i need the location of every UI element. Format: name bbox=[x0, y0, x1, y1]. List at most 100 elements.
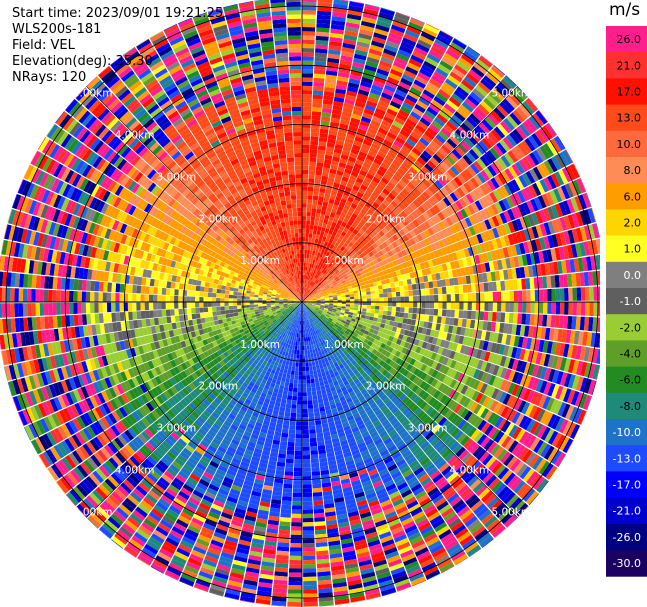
velocity-gate bbox=[361, 265, 368, 271]
velocity-gate bbox=[305, 293, 309, 297]
velocity-gate bbox=[302, 387, 307, 393]
velocity-gate bbox=[424, 110, 436, 120]
velocity-gate bbox=[305, 275, 308, 280]
velocity-gate bbox=[331, 291, 337, 294]
velocity-gate bbox=[447, 253, 454, 262]
velocity-gate bbox=[395, 306, 401, 312]
velocity-gate bbox=[326, 287, 331, 291]
velocity-gate bbox=[302, 375, 307, 380]
velocity-gate bbox=[285, 378, 290, 383]
velocity-gate bbox=[320, 249, 325, 254]
velocity-gate bbox=[523, 215, 532, 228]
velocity-gate bbox=[324, 154, 333, 161]
velocity-gate bbox=[502, 98, 515, 112]
velocity-gate bbox=[385, 170, 394, 178]
velocity-gate bbox=[395, 182, 404, 191]
velocity-gate bbox=[378, 271, 384, 277]
velocity-gate bbox=[282, 487, 293, 493]
velocity-gate bbox=[310, 293, 315, 297]
velocity-gate bbox=[461, 101, 474, 113]
velocity-gate bbox=[401, 145, 412, 154]
velocity-gate bbox=[400, 302, 405, 307]
velocity-gate bbox=[366, 56, 380, 65]
velocity-gate bbox=[405, 94, 418, 104]
velocity-gate bbox=[463, 302, 468, 310]
velocity-gate bbox=[361, 256, 367, 262]
velocity-gate bbox=[424, 130, 435, 140]
velocity-gate bbox=[311, 466, 320, 472]
velocity-gate bbox=[391, 271, 398, 278]
velocity-gate bbox=[517, 313, 523, 325]
velocity-gate bbox=[541, 125, 554, 140]
velocity-gate bbox=[364, 253, 371, 260]
velocity-gate bbox=[294, 463, 302, 468]
velocity-gate bbox=[377, 64, 391, 73]
velocity-gate bbox=[277, 542, 290, 548]
velocity-gate bbox=[333, 298, 338, 301]
velocity-gate bbox=[329, 264, 335, 270]
velocity-gate bbox=[525, 170, 536, 184]
velocity-gate bbox=[343, 287, 349, 291]
velocity-gate bbox=[371, 264, 377, 271]
velocity-gate bbox=[378, 165, 388, 174]
velocity-gate bbox=[295, 358, 299, 363]
velocity-gate bbox=[342, 282, 347, 287]
velocity-gate bbox=[403, 207, 411, 216]
velocity-gate bbox=[419, 68, 433, 78]
velocity-gate bbox=[302, 296, 305, 301]
velocity-gate bbox=[398, 236, 406, 244]
velocity-gate bbox=[326, 289, 332, 293]
velocity-gate bbox=[396, 85, 409, 94]
velocity-gate bbox=[409, 17, 425, 28]
velocity-gate bbox=[454, 285, 460, 294]
velocity-gate bbox=[302, 207, 307, 212]
velocity-gate bbox=[307, 404, 314, 409]
velocity-gate bbox=[342, 253, 348, 259]
velocity-gate bbox=[302, 404, 308, 409]
velocity-gate bbox=[463, 293, 468, 302]
velocity-gate bbox=[329, 277, 335, 281]
velocity-gate bbox=[288, 433, 296, 439]
velocity-gate bbox=[320, 278, 325, 283]
velocity-gate bbox=[348, 247, 354, 253]
velocity-gate bbox=[331, 240, 337, 246]
velocity-gate bbox=[469, 191, 478, 202]
velocity-gate bbox=[325, 237, 330, 243]
velocity-gate bbox=[488, 91, 502, 104]
velocity-gate bbox=[449, 135, 461, 146]
velocity-gate bbox=[371, 249, 378, 255]
velocity-gate bbox=[422, 150, 432, 160]
velocity-gate bbox=[325, 189, 332, 195]
velocity-gate bbox=[307, 241, 312, 247]
velocity-gate bbox=[479, 184, 489, 196]
velocity-gate bbox=[323, 275, 328, 280]
velocity-gate bbox=[403, 173, 413, 182]
velocity-gate bbox=[538, 302, 544, 314]
velocity-gate bbox=[350, 70, 363, 77]
velocity-gate bbox=[402, 37, 417, 47]
velocity-gate bbox=[365, 173, 374, 180]
velocity-gate bbox=[526, 302, 531, 313]
velocity-gate bbox=[479, 155, 490, 167]
velocity-gate bbox=[287, 437, 295, 443]
velocity-gate bbox=[309, 433, 317, 439]
velocity-gate bbox=[447, 168, 457, 179]
velocity-gate bbox=[490, 177, 500, 189]
velocity-gate bbox=[316, 275, 321, 280]
velocity-gate bbox=[350, 255, 356, 261]
velocity-gate bbox=[442, 81, 456, 93]
velocity-gate bbox=[353, 307, 359, 311]
velocity-gate bbox=[446, 138, 458, 149]
velocity-gate bbox=[395, 231, 402, 239]
velocity-gate bbox=[315, 40, 329, 46]
velocity-gate bbox=[434, 223, 442, 232]
velocity-gate bbox=[334, 285, 340, 290]
velocity-gate bbox=[342, 242, 348, 248]
velocity-gate bbox=[306, 266, 310, 272]
velocity-gate bbox=[382, 88, 395, 97]
velocity-gate bbox=[313, 86, 324, 92]
velocity-gate bbox=[380, 254, 386, 261]
velocity-gate bbox=[511, 163, 522, 177]
velocity-gate bbox=[288, 572, 302, 577]
velocity-gate bbox=[387, 311, 392, 316]
